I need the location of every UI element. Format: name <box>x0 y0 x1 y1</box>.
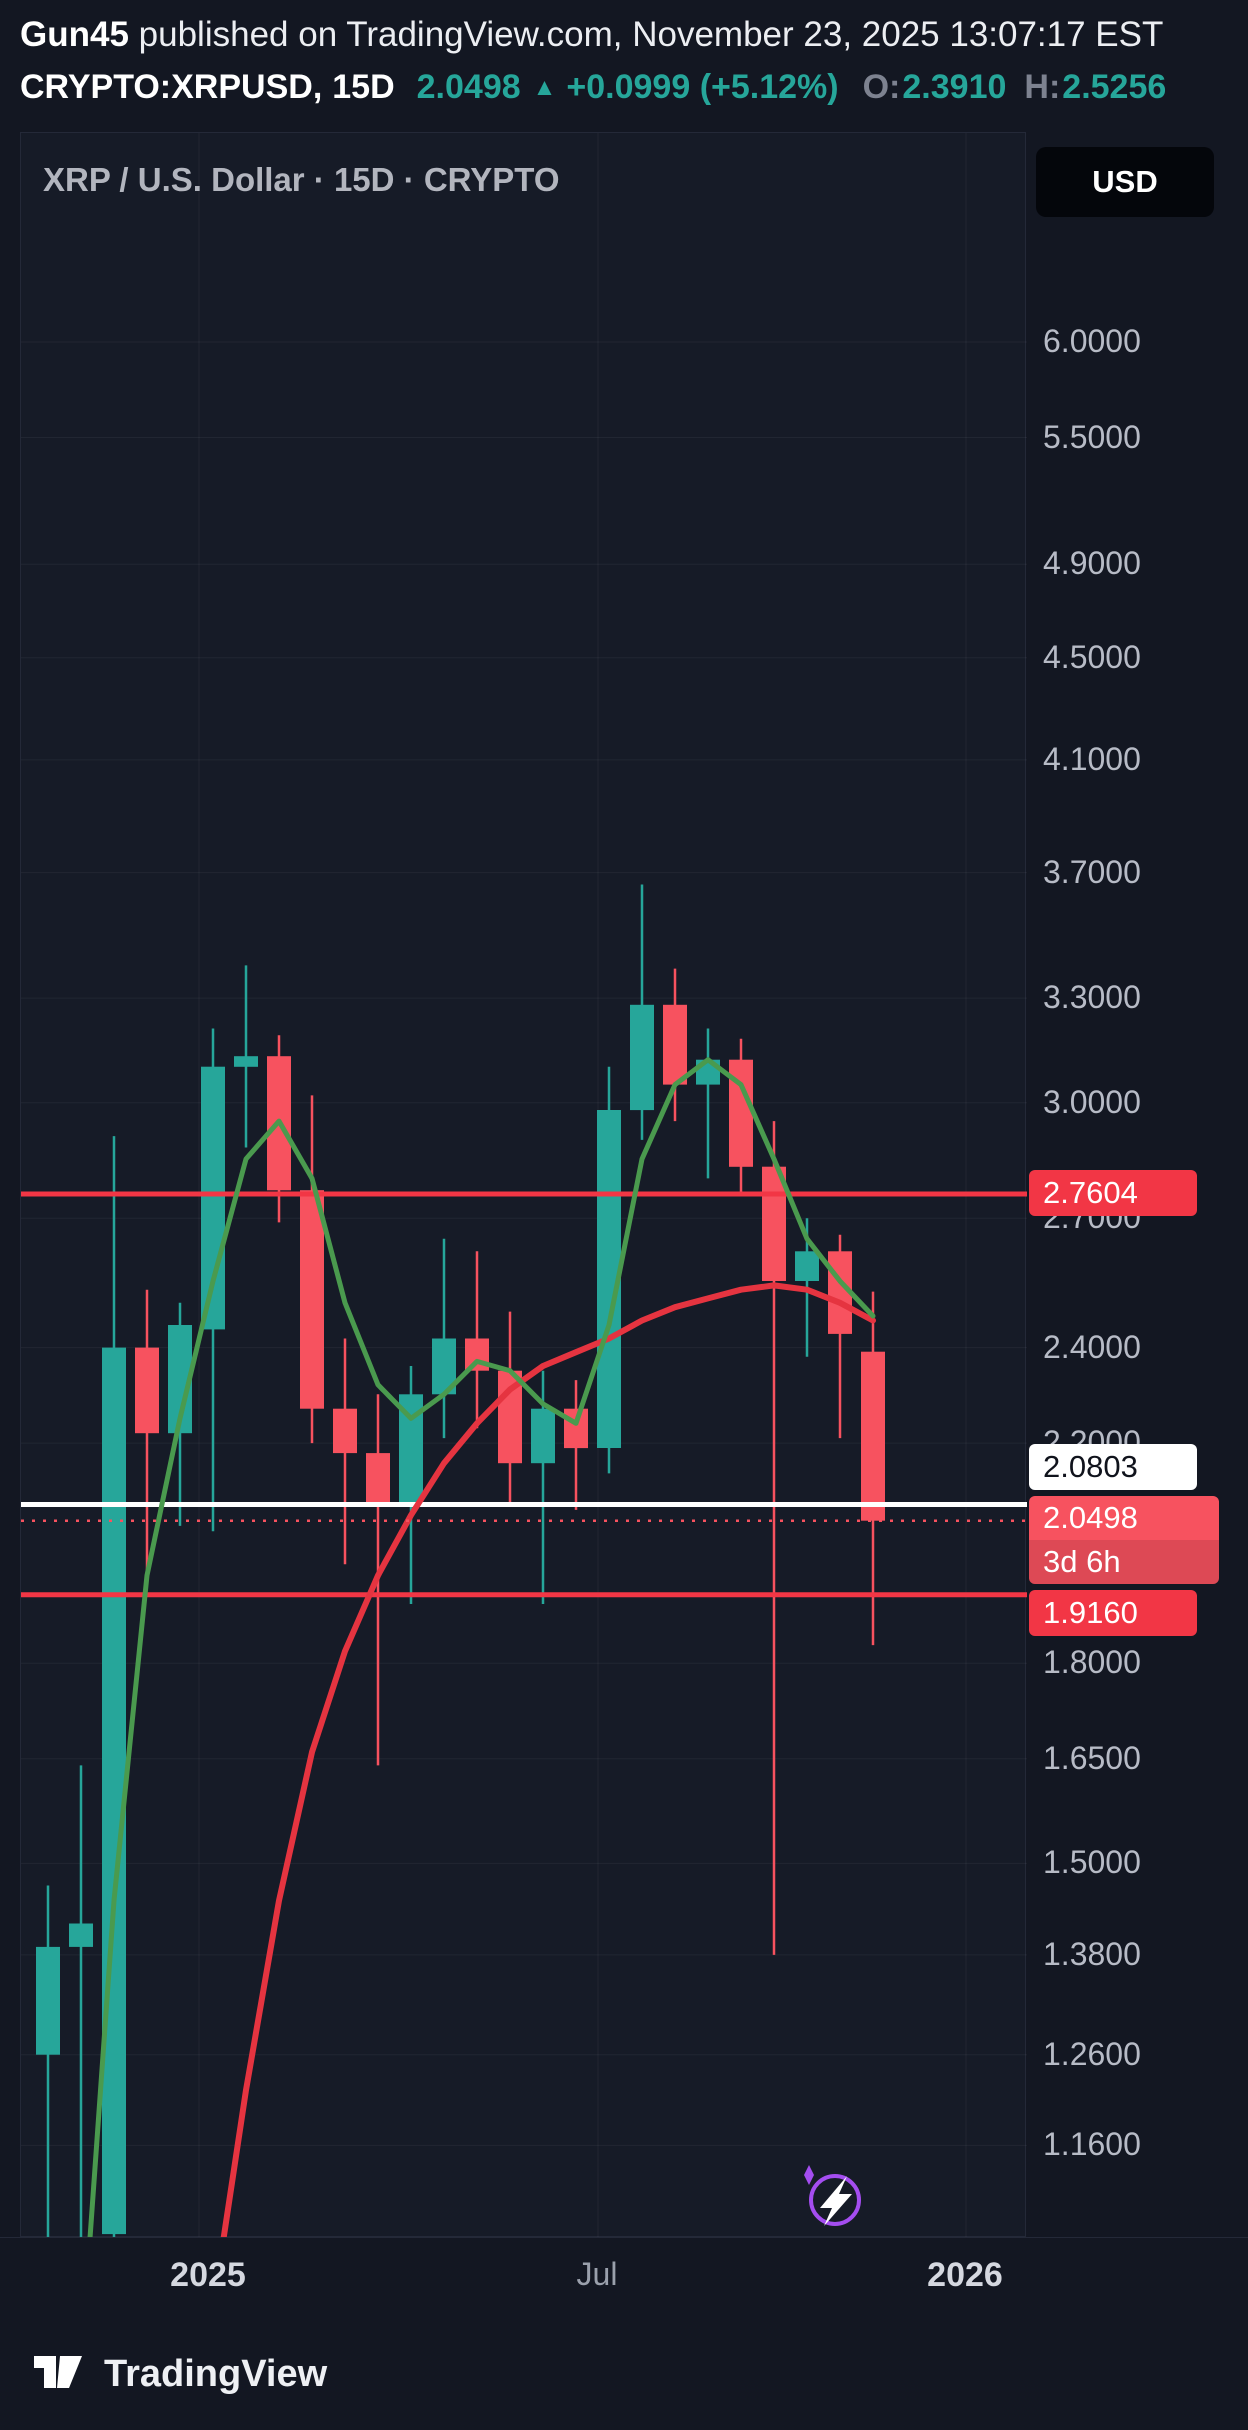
currency-button[interactable]: USD <box>1036 147 1214 217</box>
author-name: Gun45 <box>20 15 129 54</box>
price-tick: 1.2600 <box>1043 2036 1141 2072</box>
price-tick: 5.5000 <box>1043 419 1141 455</box>
time-axis: 2025 Jul 2026 <box>0 2237 1248 2312</box>
horizontal-levels <box>21 1191 1027 1598</box>
price-label-support: 1.9160 <box>1029 1590 1197 1636</box>
price-tick: 3.0000 <box>1043 1084 1141 1120</box>
price-label-resistance: 2.7604 <box>1029 1170 1197 1216</box>
high-label: H: <box>1024 68 1061 106</box>
price-tick: 2.4000 <box>1043 1329 1141 1365</box>
up-arrow-icon: ▲ <box>532 74 557 101</box>
tradingview-logo-icon <box>30 2344 86 2405</box>
published-text: published on TradingView.com, November 2… <box>138 15 1164 54</box>
open-label: O: <box>862 68 901 106</box>
price-tick: 4.5000 <box>1043 639 1141 675</box>
interval-label: 15D <box>332 68 395 106</box>
price-tick: 1.3800 <box>1043 1936 1141 1972</box>
symbol-name: CRYPTO:XRPUSD, <box>20 68 323 106</box>
time-tick: Jul <box>576 2256 618 2292</box>
price-tick: 3.3000 <box>1043 979 1141 1015</box>
price-tick: 1.5000 <box>1043 1844 1141 1880</box>
plot-svg <box>21 133 1027 2430</box>
price-tick: 4.1000 <box>1043 741 1141 777</box>
candlestick-series <box>36 884 885 2354</box>
price-tick: 1.1600 <box>1043 2126 1141 2162</box>
ma-slow-line <box>191 1282 876 2430</box>
price-tick: 6.0000 <box>1043 323 1141 359</box>
price-tick: 1.6500 <box>1043 1740 1141 1776</box>
chart-title: XRP / U.S. Dollar · 15D · CRYPTO <box>43 161 560 198</box>
high-value: 2.5256 <box>1062 68 1167 106</box>
time-tick: 2025 <box>170 2256 246 2294</box>
grid <box>21 133 1027 2238</box>
publish-header: Gun45 published on TradingView.com, Nove… <box>20 15 1163 55</box>
price-axis: 2.7604 2.0803 2.0498 3d 6h 1.9160 6.0000… <box>1026 132 1248 2237</box>
ma-fast-line <box>67 1057 876 2430</box>
brand-name[interactable]: TradingView <box>104 2353 328 2395</box>
price-tick: 3.7000 <box>1043 854 1141 890</box>
price-label-last: 2.0498 3d 6h <box>1029 1496 1219 1584</box>
price-tick: 1.8000 <box>1043 1644 1141 1680</box>
price-tick: 4.9000 <box>1043 545 1141 581</box>
chart-pane: XRP / U.S. Dollar · 15D · CRYPTO <box>20 132 1027 2430</box>
open-value: 2.3910 <box>902 68 1007 106</box>
price-label-white-line: 2.0803 <box>1029 1444 1197 1490</box>
time-tick: 2026 <box>927 2256 1003 2294</box>
bar-countdown: 3d 6h <box>1029 1540 1219 1584</box>
plot-area <box>21 133 1027 2430</box>
footer: TradingView <box>30 2344 327 2405</box>
change-value: +0.0999 (+5.12%) <box>566 68 839 106</box>
last-price-label: 2.0498 <box>1043 1500 1138 1535</box>
lightning-icon <box>804 2165 861 2226</box>
last-price-value: 2.0498 <box>416 68 521 106</box>
symbol-header: CRYPTO:XRPUSD, 15D 2.0498 ▲ +0.0999 (+5.12%)… <box>20 68 1166 107</box>
